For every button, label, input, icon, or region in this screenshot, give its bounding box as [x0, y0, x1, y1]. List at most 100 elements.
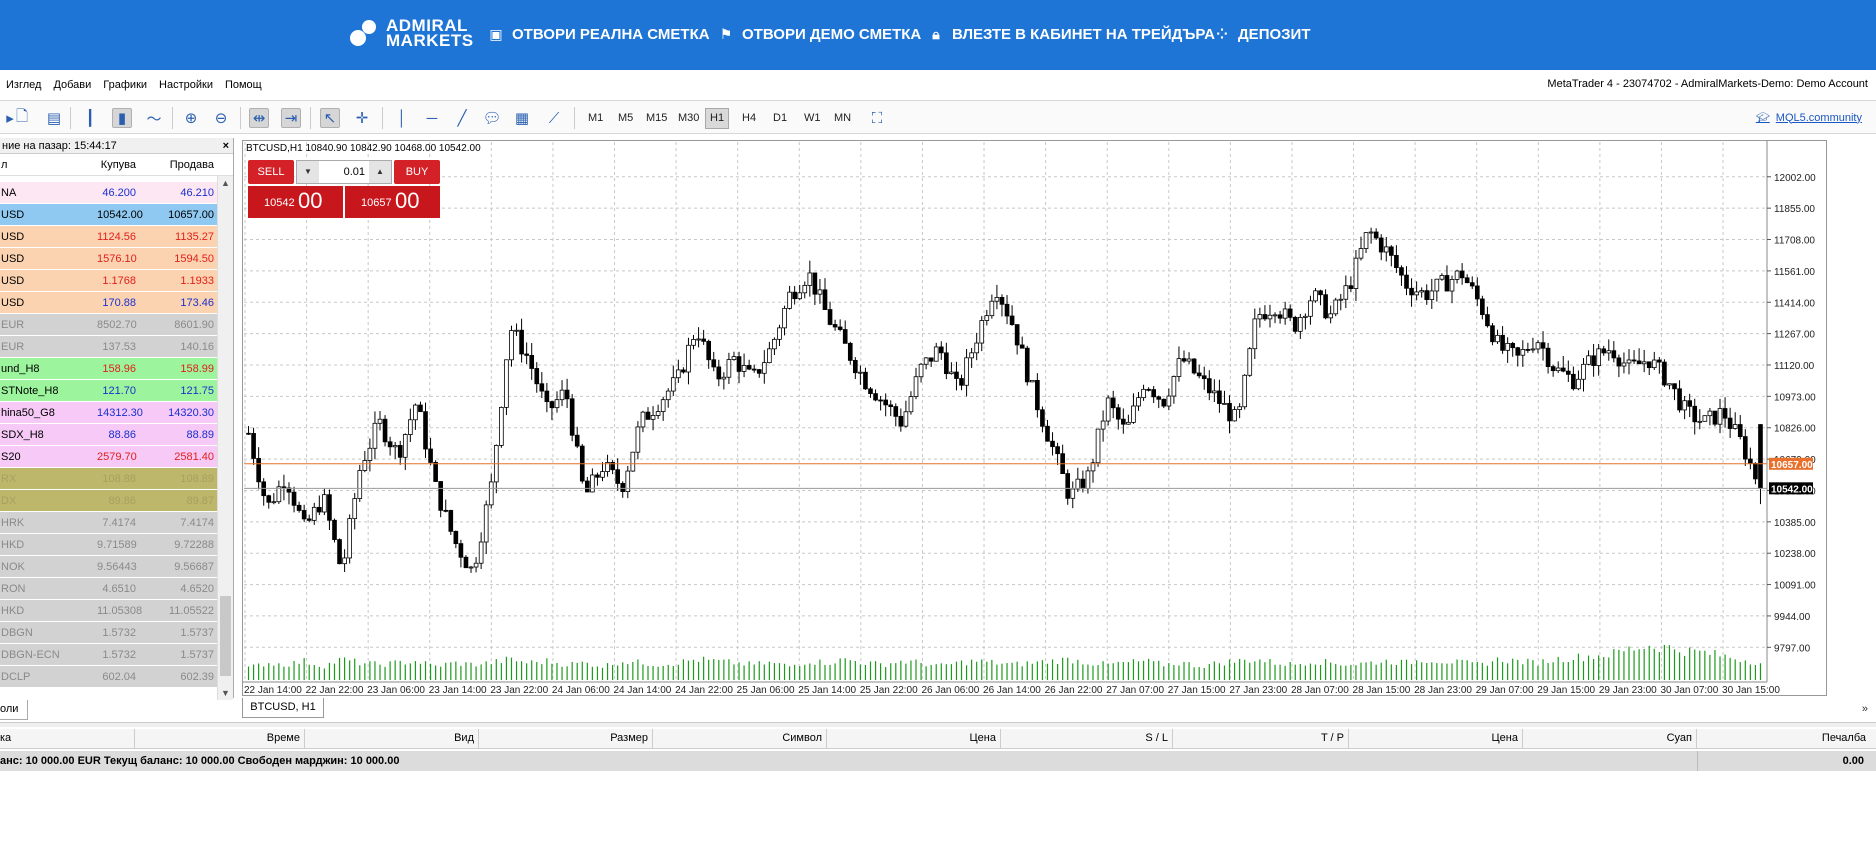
market-watch-row[interactable]: USD 170.88 173.46	[0, 292, 218, 314]
candlestick-icon[interactable]: ▮	[112, 108, 132, 128]
column-header[interactable]: Цена	[969, 732, 996, 744]
nav-deposit[interactable]: ⁘ ДЕПОЗИТ	[1214, 26, 1310, 43]
market-watch-row[interactable]: HKD 9.71589 9.72288	[0, 534, 218, 556]
mql5-link[interactable]: 🎓︎ MQL5.community	[1755, 111, 1862, 125]
market-watch-row[interactable]: RON 4.6510 4.6520	[0, 578, 218, 600]
buy-price-button[interactable]: 10657 00	[345, 186, 440, 218]
menu-charts[interactable]: Графики	[103, 79, 148, 91]
market-watch-row[interactable]: USD 1124.56 1135.27	[0, 226, 218, 248]
horizontal-line-icon[interactable]: ─	[426, 109, 438, 127]
trendline-icon[interactable]: ╱	[457, 110, 467, 127]
column-ask[interactable]: Продава	[169, 159, 214, 171]
column-header[interactable]: Печалба	[1821, 732, 1866, 744]
arrow-icon[interactable]: ▸	[6, 110, 14, 127]
bar-chart-icon[interactable]: ┃	[85, 110, 95, 127]
market-watch-row[interactable]: DX 89.86 89.87	[0, 490, 218, 512]
line-chart-icon[interactable]: 〜	[146, 110, 162, 128]
fibonacci-icon[interactable]: ▦	[514, 110, 530, 127]
auto-scroll-icon[interactable]: ⇥	[281, 108, 301, 128]
chart-tab-btcusd[interactable]: BTCUSD, H1	[242, 698, 324, 718]
column-header[interactable]: ка	[0, 732, 12, 744]
candle-body	[933, 346, 939, 362]
scroll-down-icon[interactable]: ▼	[221, 688, 230, 698]
scrollbar-thumb[interactable]	[220, 596, 231, 676]
menu-help[interactable]: Помощ	[224, 79, 262, 91]
column-header[interactable]: Вид	[454, 732, 474, 744]
market-watch-row[interactable]: STNote_H8 121.70 121.75	[0, 380, 218, 402]
timeframe-m1[interactable]: M1	[588, 112, 604, 124]
column-symbol[interactable]: л	[1, 159, 8, 171]
column-header[interactable]: Време	[266, 732, 300, 744]
column-header[interactable]: T / P	[1320, 732, 1344, 744]
market-watch-row[interactable]: NA 46.200 46.210	[0, 182, 218, 204]
lot-increase-icon[interactable]: ▲	[369, 161, 391, 183]
lot-size-stepper[interactable]: ▼ 0.01 ▲	[296, 160, 392, 184]
crosshair-icon[interactable]: ✛	[355, 110, 369, 127]
market-watch-row[interactable]: S20 2579.70 2581.40	[0, 446, 218, 468]
nav-open-real-account[interactable]: ▣ ОТВОРИ РЕАЛНА СМЕТКА	[489, 26, 710, 43]
indicators-icon[interactable]: ⟋	[548, 109, 560, 127]
market-watch-row[interactable]: USD 1576.10 1594.50	[0, 248, 218, 270]
market-watch-row[interactable]: hina50_G8 14312.30 14320.30	[0, 402, 218, 424]
lot-size-value[interactable]: 0.01	[343, 166, 365, 178]
cursor-icon[interactable]: ↖	[320, 108, 340, 128]
chart-shift-icon[interactable]: ⇹	[249, 108, 269, 128]
expand-icon[interactable]: »	[1861, 703, 1868, 715]
profiles-icon[interactable]: ▤	[46, 110, 62, 127]
zoom-in-icon[interactable]: ⊕	[184, 110, 198, 127]
text-label-icon[interactable]: 💬︎	[482, 110, 502, 127]
sell-price-button[interactable]: 10542 00	[248, 186, 343, 218]
timeframe-h1[interactable]: H1	[705, 108, 730, 129]
market-watch-scrollbar[interactable]: ▲ ▼	[217, 176, 233, 700]
column-header[interactable]: Суап	[1666, 732, 1692, 744]
market-watch-row[interactable]: DBGN-ECN 1.5732 1.5737	[0, 644, 218, 666]
column-header[interactable]: Размер	[610, 732, 648, 744]
timeframe-mn[interactable]: MN	[834, 112, 852, 124]
market-watch-row[interactable]: und_H8 158.96 158.99	[0, 358, 218, 380]
timeframe-m15[interactable]: M15	[646, 112, 668, 124]
market-watch-row[interactable]: DCLP 602.04 602.39	[0, 666, 218, 688]
timeframe-m30[interactable]: M30	[678, 112, 700, 124]
market-watch-row[interactable]: USD 1.1768 1.1933	[0, 270, 218, 292]
terminal-tab[interactable]: оли	[0, 700, 28, 720]
sell-button[interactable]: SELL	[248, 160, 294, 184]
menu-view[interactable]: Изглед	[6, 79, 42, 91]
brand-logo[interactable]: ADMIRAL MARKETS	[350, 17, 474, 49]
vertical-line-icon[interactable]: │	[397, 109, 407, 127]
candle-body	[610, 462, 615, 471]
menu-insert[interactable]: Добави	[53, 79, 92, 91]
close-icon[interactable]: ×	[222, 140, 229, 152]
timeframe-m5[interactable]: M5	[618, 112, 634, 124]
market-watch-row[interactable]: RX 108.88 108.89	[0, 468, 218, 490]
buy-button[interactable]: BUY	[394, 160, 440, 184]
terminal-divider[interactable]	[0, 722, 1876, 727]
candle-body	[1378, 237, 1384, 253]
market-watch-row[interactable]: NOK 9.56443 9.56687	[0, 556, 218, 578]
timeframe-h4[interactable]: H4	[742, 112, 757, 124]
new-order-icon[interactable]: 🗋︎	[15, 107, 29, 125]
market-watch-row[interactable]: HRK 7.4174 7.4174	[0, 512, 218, 534]
market-watch-row[interactable]: HKD 11.05308 11.05522	[0, 600, 218, 622]
timeframe-w1[interactable]: W1	[804, 112, 821, 124]
column-header[interactable]: Цена	[1491, 732, 1518, 744]
scroll-up-icon[interactable]: ▲	[221, 178, 230, 188]
market-watch-row[interactable]: DBGN 1.5732 1.5737	[0, 622, 218, 644]
timeframe-d1[interactable]: D1	[773, 112, 788, 124]
chart-window[interactable]: 12002.00 11855.00 11708.00 11561.00 11414.00…	[242, 140, 1827, 696]
candlestick-chart[interactable]: 12002.00 11855.00 11708.00 11561.00 11414.00…	[242, 140, 1827, 696]
market-watch-row[interactable]: EUR 8502.70 8601.90	[0, 314, 218, 336]
market-watch-row[interactable]: USD 10542.00 10657.00	[0, 204, 218, 226]
nav-open-demo-account[interactable]: ⚑ ОТВОРИ ДЕМО СМЕТКА	[719, 26, 922, 43]
column-header[interactable]: S / L	[1145, 732, 1168, 744]
nav-trader-cabinet[interactable]: 🔒︎ ВЛЕЗТЕ В КАБИНЕТ НА ТРЕЙДЪРА	[928, 26, 1215, 43]
column-bid[interactable]: Купува	[100, 159, 136, 171]
menu-settings[interactable]: Настройки	[159, 79, 213, 91]
candle-body	[837, 326, 843, 330]
column-header[interactable]: Символ	[782, 732, 822, 744]
market-watch-row[interactable]: SDX_H8 88.86 88.89	[0, 424, 218, 446]
candle-body	[1419, 290, 1424, 293]
fullscreen-icon[interactable]: ⛶	[871, 109, 883, 127]
market-watch-row[interactable]: EUR 137.53 140.16	[0, 336, 218, 358]
zoom-out-icon[interactable]: ⊖	[214, 110, 228, 127]
lot-decrease-icon[interactable]: ▼	[297, 161, 319, 183]
